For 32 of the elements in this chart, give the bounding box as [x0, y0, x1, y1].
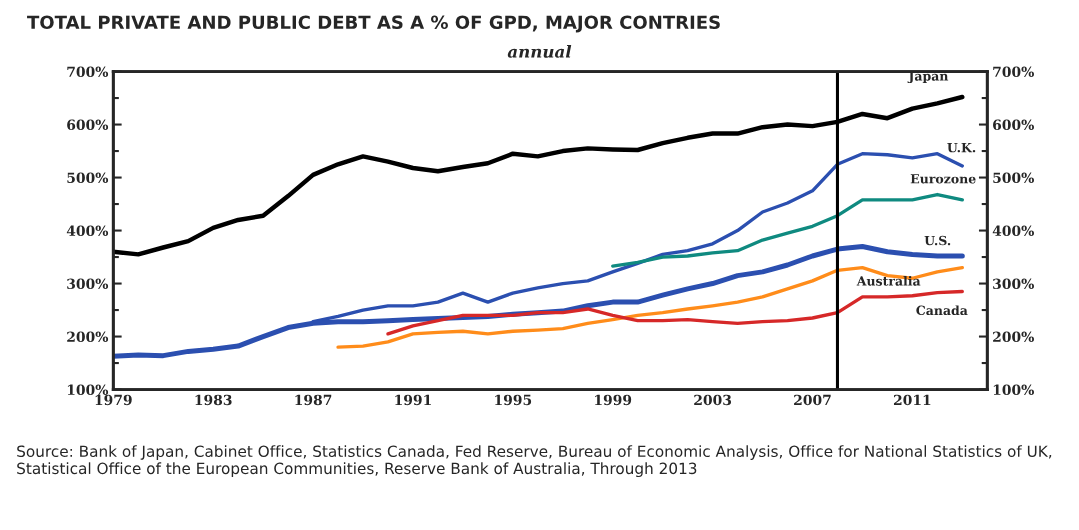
x-tick-label: 2007	[794, 394, 831, 406]
x-tick-label: 1991	[395, 394, 431, 406]
y-tick-label: 700%	[67, 66, 109, 78]
chart-title: TOTAL PRIVATE AND PUBLIC DEBT AS A % OF GPD, MAJOR CONTRIES	[27, 15, 720, 33]
y-tick-label: 600%	[67, 119, 109, 131]
y2-tick-label: 300%	[993, 278, 1034, 290]
x-tick-label: 1983	[195, 394, 232, 406]
series-label: U.S.	[924, 235, 951, 246]
chart-subtitle: annual	[507, 44, 572, 58]
y2-tick-label: 400%	[992, 225, 1034, 237]
y-tick-label: 300%	[67, 278, 109, 290]
series-label: Eurozone	[910, 174, 976, 184]
y2-tick-label: 700%	[993, 66, 1034, 78]
y-tick-label: 100%	[67, 384, 109, 396]
y2-tick-label: 200%	[993, 331, 1034, 343]
y2-tick-label: 100%	[993, 384, 1034, 396]
source-note: Source: Bank of Japan, Cabinet Office, Statistics Canada, Fed Reserve, Bureau of Economic Analysis, Office for National Statistics of UK, Statistical Office of the European Communities, Reserve Bank of Australia, Through 2013	[17, 445, 1052, 478]
x-tick-label: 1979	[95, 394, 132, 406]
x-tick-label: 1995	[495, 394, 532, 406]
x-tick-label: 2011	[893, 394, 931, 406]
series-label: Canada	[916, 305, 968, 316]
y2-tick-label: 500%	[993, 172, 1034, 184]
series-label: Japan	[907, 71, 949, 84]
y2-tick-label: 600%	[993, 119, 1034, 131]
series-label: U.K.	[947, 143, 976, 153]
x-tick-label: 1999	[595, 394, 632, 406]
x-tick-label: 2003	[694, 394, 732, 406]
x-tick-label: 1987	[295, 394, 332, 406]
y-tick-label: 500%	[67, 172, 109, 184]
series-label: Australia	[856, 275, 921, 286]
y-tick-label: 200%	[67, 331, 109, 343]
y-tick-label: 400%	[66, 225, 109, 237]
